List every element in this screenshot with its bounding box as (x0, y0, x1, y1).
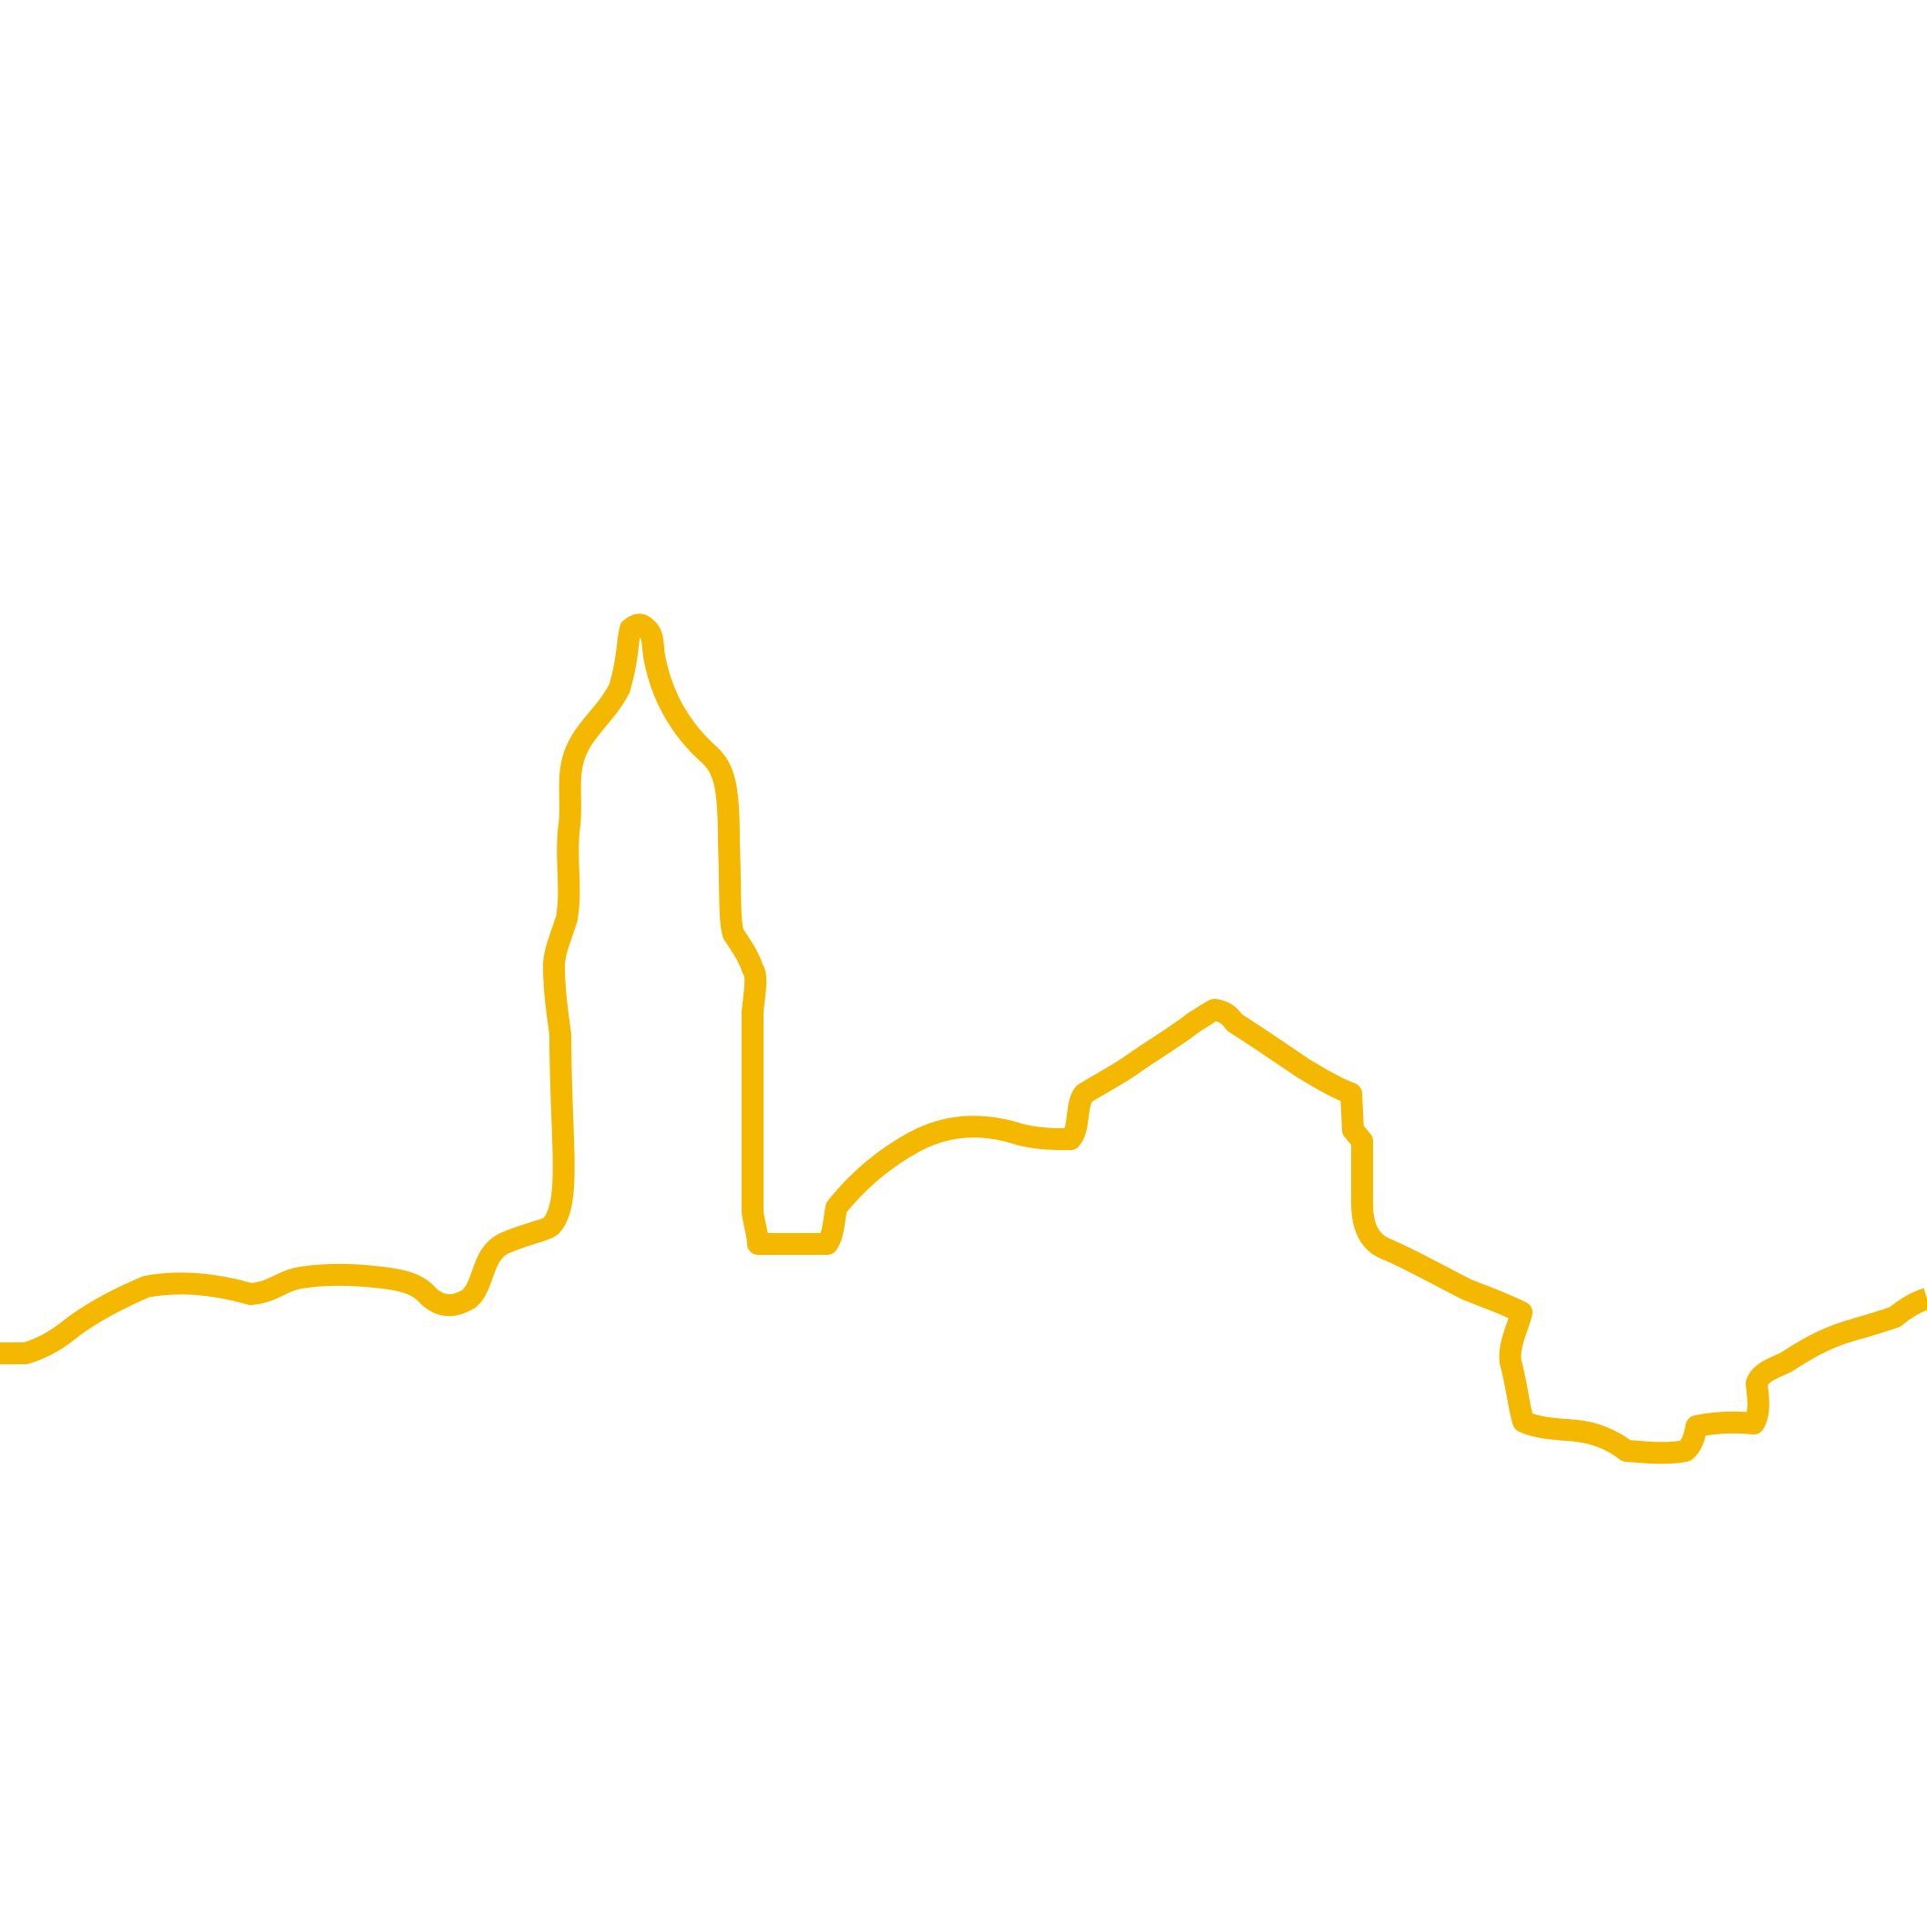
city-skyline-line-art-icon (0, 613, 1927, 1464)
